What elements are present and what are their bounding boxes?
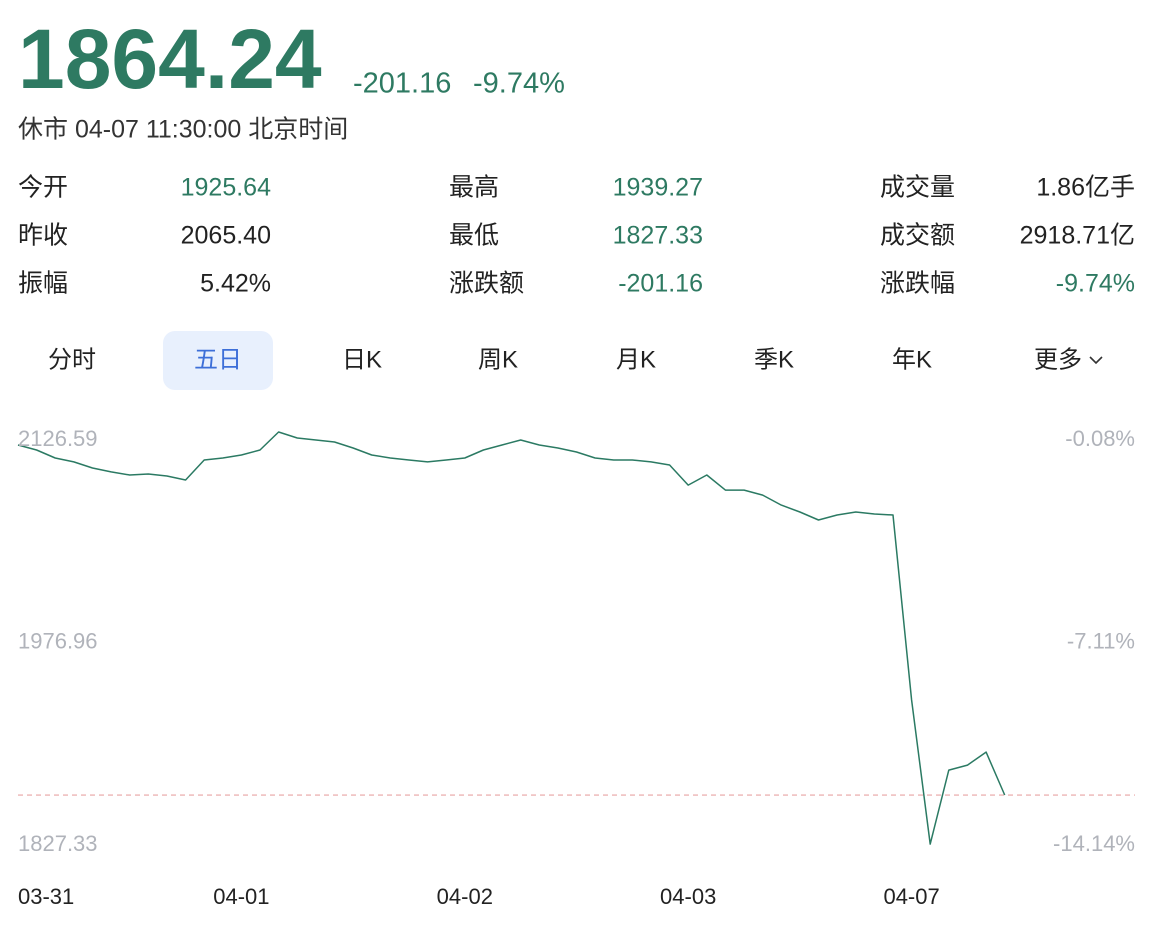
stat-value: 1925.64 [181,174,271,202]
stat-value: -9.74% [1056,270,1135,298]
tab-active-bg [163,331,273,390]
stat-label: 成交额 [880,222,955,250]
x-tick-label: 04-01 [213,884,269,909]
stat-value: 2065.40 [181,222,271,250]
tab[interactable]: 季K [754,346,794,373]
stat-label: 涨跌额 [449,270,524,298]
tab[interactable]: 日K [342,346,382,373]
y2-tick-label: -0.08% [1065,426,1135,451]
stat-label: 成交量 [880,174,955,202]
stat-value: 5.42% [200,270,271,298]
change-pct: -9.74% [473,68,565,100]
x-tick-label: 04-02 [437,884,493,909]
x-tick-label: 03-31 [18,884,74,909]
stat-value: 1939.27 [613,174,703,202]
stat-label: 昨收 [18,222,68,250]
x-tick-label: 04-07 [883,884,939,909]
dropdown-icon [1089,356,1103,364]
tab[interactable]: 年K [892,346,932,373]
tab[interactable]: 更多 [1034,346,1082,373]
stat-value: 1827.33 [613,222,703,250]
y-tick-label: 2126.59 [18,426,98,451]
price-line [17,431,1006,845]
tab[interactable]: 分时 [48,346,96,373]
stat-value: -201.16 [618,270,703,298]
y2-tick-label: -14.14% [1053,831,1135,856]
x-tick-label: 04-03 [660,884,716,909]
stat-value: 1.86亿手 [1036,174,1135,202]
stat-label: 振幅 [18,270,68,298]
stat-label: 今开 [18,174,68,202]
y-tick-label: 1827.33 [18,831,98,856]
tab[interactable]: 周K [478,346,518,373]
change: -201.16 [353,68,451,100]
y-tick-label: 1976.96 [18,628,98,653]
stat-label: 最低 [449,222,499,250]
tab[interactable]: 五日 [194,346,242,373]
y2-tick-label: -7.11% [1067,628,1135,653]
stat-value: 2918.71亿 [1020,222,1135,250]
tab[interactable]: 月K [616,346,656,373]
stat-label: 最高 [449,174,499,202]
stat-label: 涨跌幅 [880,270,955,298]
price: 1864.24 [18,12,322,106]
market-status: 休市 04-07 11:30:00 北京时间 [18,116,348,144]
